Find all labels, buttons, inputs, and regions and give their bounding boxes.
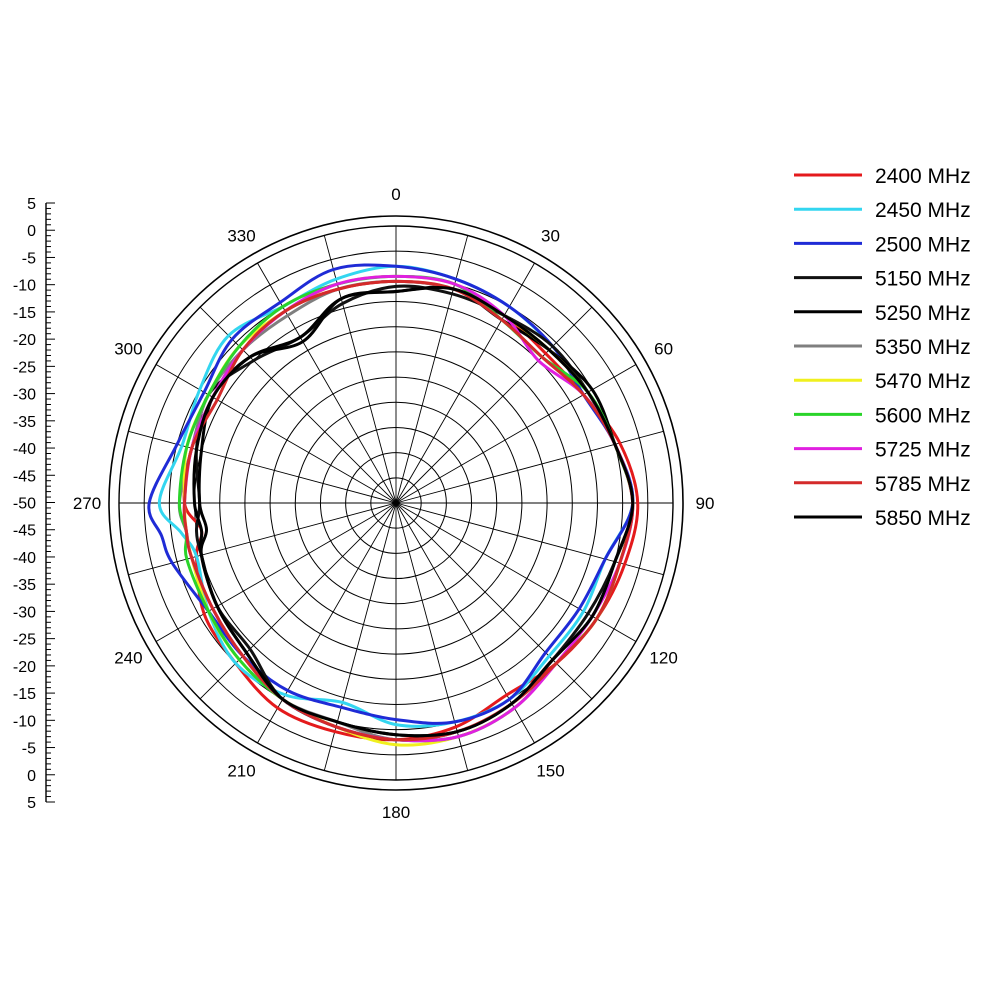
legend-label: 2500 MHz <box>875 233 971 256</box>
radial-tick-label: -45 <box>13 468 36 485</box>
legend-label: 5250 MHz <box>875 302 971 325</box>
grid-spoke <box>395 306 593 504</box>
grid-spoke <box>128 430 397 504</box>
legend-label: 2400 MHz <box>875 165 971 188</box>
radial-tick-label: -5 <box>22 250 36 267</box>
outer-frame-ring <box>108 215 684 791</box>
angle-label: 300 <box>114 340 142 359</box>
angle-label: 30 <box>541 226 560 245</box>
radial-tick-label: -5 <box>22 741 36 758</box>
radial-tick-label: -25 <box>13 359 36 376</box>
grid-spoke <box>199 502 397 700</box>
grid-spoke <box>128 502 397 576</box>
radial-tick-label: -30 <box>13 387 36 404</box>
radial-tick-label: -15 <box>13 686 36 703</box>
angle-tick-labels: 0 30 60 90 120 150 180 210 240 270 300 330 <box>73 185 715 822</box>
angle-label: 210 <box>227 762 255 781</box>
legend-label: 5150 MHz <box>875 268 971 291</box>
angle-label: 60 <box>654 340 673 359</box>
legend-label: 5850 MHz <box>875 507 971 530</box>
legend-label: 5350 MHz <box>875 336 971 359</box>
radial-tick-label: -10 <box>13 278 36 295</box>
angle-label: 150 <box>536 762 564 781</box>
grid-spoke <box>395 502 593 700</box>
radial-tick-label: -10 <box>13 713 36 730</box>
radial-tick-label: -40 <box>13 441 36 458</box>
legend-label: 5600 MHz <box>875 404 971 427</box>
angle-label: 90 <box>696 494 715 513</box>
radial-tick-label: -25 <box>13 632 36 649</box>
radial-tick-label: -15 <box>13 305 36 322</box>
series-line-5785-mhz <box>182 279 635 742</box>
radial-tick-label: -20 <box>13 332 36 349</box>
radial-tick-label: -30 <box>13 604 36 621</box>
radial-tick-label: 0 <box>27 223 36 240</box>
grid-spoke <box>257 502 397 744</box>
grid-spoke <box>155 364 397 504</box>
series-line-5850-mhz <box>192 285 635 738</box>
angle-label: 180 <box>382 803 410 822</box>
radial-tick-label: -35 <box>13 577 36 594</box>
series-line-2400-mhz <box>182 279 640 742</box>
angle-label: 330 <box>227 226 255 245</box>
radial-axis: 50-5-10-15-20-25-30-35-40-45-50-45-40-35… <box>13 196 55 812</box>
legend: 2400 MHz 2450 MHz 2500 MHz 5150 MHz 5250 MHz… <box>794 165 971 530</box>
radial-tick-label: 0 <box>27 768 36 785</box>
legend-label: 2450 MHz <box>875 199 971 222</box>
radial-tick-label: 5 <box>27 196 36 213</box>
radial-tick-label: 5 <box>27 795 36 812</box>
grid-spoke <box>155 502 397 642</box>
grid-spoke <box>395 364 637 504</box>
legend-label: 5470 MHz <box>875 370 971 393</box>
legend-label: 5725 MHz <box>875 439 971 462</box>
legend-label: 5785 MHz <box>875 473 971 496</box>
angle-label: 270 <box>73 494 101 513</box>
radial-tick-label: -40 <box>13 550 36 567</box>
radial-tick-label: -45 <box>13 523 36 540</box>
angle-label: 120 <box>649 649 677 668</box>
angle-label: 240 <box>114 649 142 668</box>
series-lines <box>147 263 640 747</box>
radial-tick-label: -35 <box>13 414 36 431</box>
radial-tick-label: -50 <box>13 496 36 513</box>
grid-spoke <box>395 262 535 504</box>
angle-label: 0 <box>391 185 400 204</box>
grid-spoke <box>257 262 397 504</box>
radial-tick-label: -20 <box>13 659 36 676</box>
